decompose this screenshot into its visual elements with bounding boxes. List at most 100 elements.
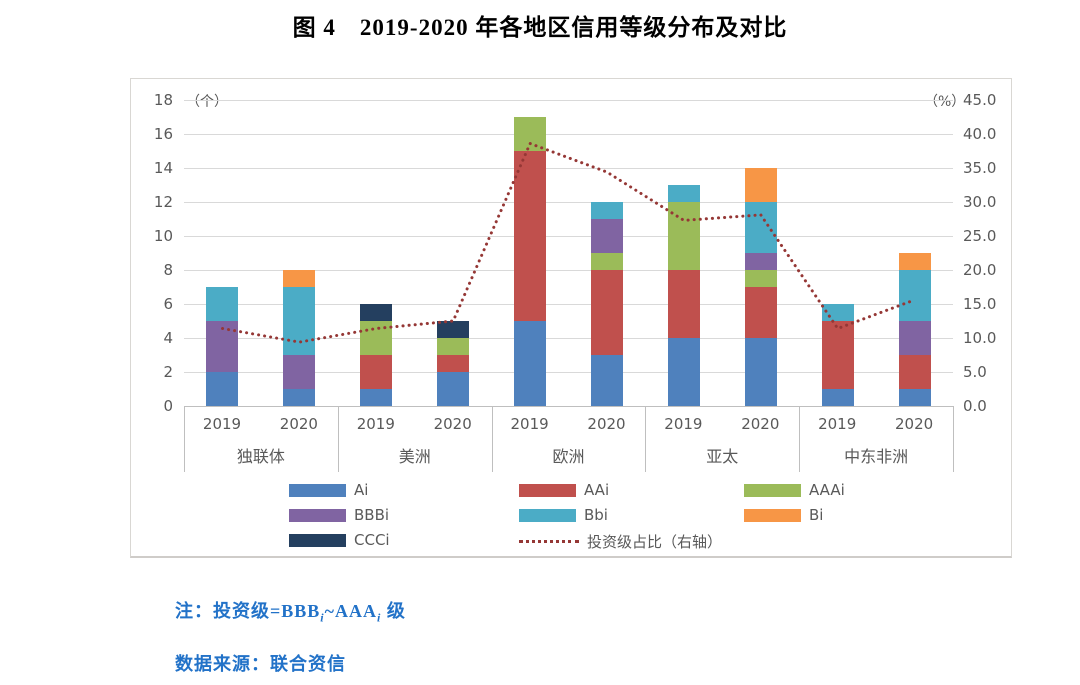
left-axis-tick-label: 4 [163, 329, 173, 347]
bar-segment-Bbi [898, 270, 931, 321]
right-axis-tick-label: 10.0 [963, 329, 997, 347]
left-axis-tick-label: 6 [163, 295, 173, 313]
legend-item-CCCi: CCCi [289, 531, 390, 549]
data-source-note: 数据来源：联合资信 [175, 654, 346, 674]
bar-segment-AAAi [744, 270, 777, 287]
bar-segment-Bi [283, 270, 316, 287]
left-axis-tick-label: 0 [163, 397, 173, 415]
investment-grade-ratio-line [221, 141, 917, 344]
x-axis-year-label: 2019 [818, 415, 857, 433]
right-axis-tick-label: 25.0 [963, 227, 997, 245]
bar-segment-BBBi [744, 253, 777, 270]
bar-segment-AAi [744, 287, 777, 338]
right-axis-tick-label: 15.0 [963, 295, 997, 313]
left-axis-tick-label: 18 [153, 91, 173, 109]
category-separator-line [337, 406, 339, 472]
x-axis-year-label: 2020 [587, 415, 626, 433]
bar-segment-AAi [360, 355, 393, 389]
bar-segment-Bbi [206, 287, 239, 321]
bar-segment-Ai [514, 321, 547, 406]
legend-label: 投资级占比（右轴） [587, 533, 723, 551]
legend-swatch-BBBi [289, 508, 346, 522]
ratio-line-path [221, 141, 917, 344]
legend-swatch-AAAi [744, 483, 801, 497]
legend-label: AAi [584, 481, 610, 499]
bar-segment-AAi [590, 270, 623, 355]
legend-item-AAAi: AAAi [744, 481, 845, 499]
bar-segment-AAi [898, 355, 931, 389]
left-axis-tick-label: 12 [153, 193, 173, 211]
right-axis-tick-label: 20.0 [963, 261, 997, 279]
bar-segment-Bbi [667, 185, 700, 202]
left-axis-tick-label: 8 [163, 261, 173, 279]
x-axis-year-label: 2020 [279, 415, 318, 433]
right-axis-tick-label: 30.0 [963, 193, 997, 211]
bar-segment-Ai [206, 372, 239, 406]
bar-segment-AAAi [360, 321, 393, 355]
legend-swatch-Bbi [519, 508, 576, 522]
bar-segment-Ai [667, 338, 700, 406]
bar-segment-Ai [360, 389, 393, 406]
bar-segment-Ai [590, 355, 623, 406]
left-axis-tick-label: 14 [153, 159, 173, 177]
x-axis-year-label: 2020 [433, 415, 472, 433]
grid-line [184, 304, 953, 305]
bar-segment-Ai [437, 372, 470, 406]
x-axis-region-label: 美洲 [398, 447, 431, 466]
footnote-investment-grade: 注：投资级=BBBi~AAAi 级 [175, 597, 406, 626]
category-separator-line [799, 406, 801, 472]
bar-segment-AAi [821, 321, 854, 389]
bar-segment-BBBi [590, 219, 623, 253]
right-axis-unit-label: （%） [924, 94, 966, 110]
legend-swatch-Bi [744, 508, 801, 522]
subscript-i: i [320, 610, 325, 625]
legend-item-投资级占比（右轴）: 投资级占比（右轴） [519, 531, 722, 552]
grid-line [184, 236, 953, 237]
bar-segment-Ai [898, 389, 931, 406]
x-axis-year-label: 2019 [202, 415, 242, 433]
bar-segment-AAAi [437, 338, 470, 355]
bar-segment-Ai [283, 389, 316, 406]
legend-swatch-AAi [519, 483, 576, 497]
bar-segment-Bbi [590, 202, 623, 219]
grid-line [184, 338, 953, 339]
right-axis-tick-label: 0.0 [963, 397, 987, 415]
grid-line [184, 168, 953, 169]
bar-segment-BBBi [283, 355, 316, 389]
bar-segment-Bi [744, 168, 777, 202]
chart-panel: （个） （%） 0 0.0 2 5.0 4 10.0 6 15.0 8 20.0 10 25.0 12 3… [130, 78, 1012, 558]
left-axis-tick-label: 2 [163, 363, 173, 381]
category-separator-line [953, 406, 954, 472]
grid-line [184, 202, 953, 203]
x-axis-year-label: 2019 [356, 415, 395, 433]
legend-item-Bi: Bi [744, 506, 823, 524]
footnote-text: 注：投资级=BBB [175, 601, 321, 621]
x-axis-region-label: 中东非洲 [844, 447, 909, 466]
legend-label: Bbi [584, 506, 608, 524]
bar-segment-BBBi [898, 321, 931, 355]
x-axis-line [184, 406, 953, 407]
legend-label: BBBi [354, 506, 390, 524]
bar-segment-Ai [744, 338, 777, 406]
bar-segment-AAAi [590, 253, 623, 270]
grid-line [184, 100, 953, 101]
grid-line [184, 372, 953, 373]
subscript-i: i [376, 610, 382, 625]
legend-label: Bi [809, 506, 824, 524]
legend-line-swatch [519, 540, 579, 543]
legend-item-Bbi: Bbi [519, 506, 608, 524]
x-axis-year-label: 2019 [510, 415, 549, 433]
bar-segment-AAi [514, 151, 547, 321]
x-axis-region-label: 独联体 [236, 447, 285, 466]
category-separator-line [184, 406, 185, 472]
left-axis-tick-label: 10 [153, 227, 173, 245]
x-axis-year-label: 2020 [895, 415, 934, 433]
bar-segment-Ai [821, 389, 854, 406]
legend-label: Ai [354, 481, 369, 499]
legend-label: CCCi [354, 531, 390, 549]
legend-item-AAi: AAi [519, 481, 609, 499]
bar-segment-Bbi [744, 202, 777, 253]
grid-line [184, 270, 953, 271]
left-axis-unit-label: （个） [186, 94, 228, 110]
